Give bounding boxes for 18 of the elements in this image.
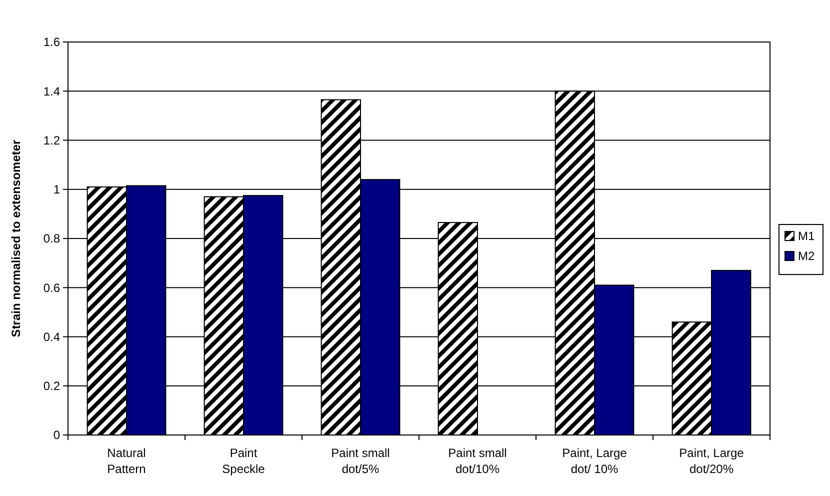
y-tick-label: 0 bbox=[53, 428, 60, 442]
x-tick-label: Paint small dot/5% bbox=[331, 446, 390, 476]
y-tick-label: 1 bbox=[53, 182, 60, 197]
y-tick-label: 1.4 bbox=[43, 84, 60, 98]
y-axis-title: Strain normalised to extensometer bbox=[9, 139, 23, 338]
x-tick-label: Paint, Large dot/20% bbox=[679, 446, 744, 476]
y-tick-label: 0.2 bbox=[43, 379, 60, 394]
x-tick-label: Paint, Large dot/ 10% bbox=[562, 446, 628, 476]
y-tick-label: 1.6 bbox=[43, 35, 60, 50]
legend-label: M1 bbox=[798, 229, 815, 244]
y-tick-label: 1.2 bbox=[43, 133, 60, 148]
legend-label: M2 bbox=[798, 249, 815, 264]
x-tick-label: Natural Pattern bbox=[107, 446, 146, 476]
x-tick-label: Paint Speckle bbox=[222, 446, 266, 476]
y-tick-label: 0.6 bbox=[43, 280, 60, 295]
y-tick-label: 0.4 bbox=[43, 330, 60, 344]
y-tick-label: 0.8 bbox=[43, 232, 60, 246]
x-tick-label: Paint small dot/10% bbox=[448, 446, 507, 476]
